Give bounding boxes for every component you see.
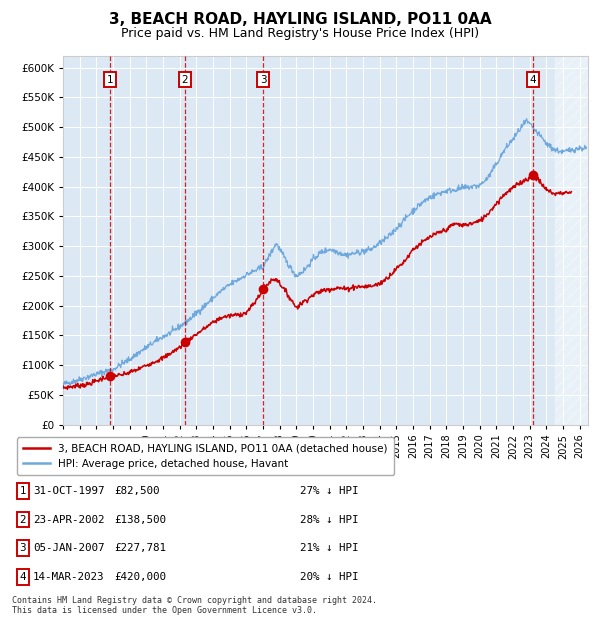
Text: 27% ↓ HPI: 27% ↓ HPI: [300, 486, 359, 496]
Text: £227,781: £227,781: [114, 543, 166, 553]
Text: £420,000: £420,000: [114, 572, 166, 582]
Text: 31-OCT-1997: 31-OCT-1997: [33, 486, 104, 496]
Text: 1: 1: [19, 486, 26, 496]
Text: 14-MAR-2023: 14-MAR-2023: [33, 572, 104, 582]
Text: 23-APR-2002: 23-APR-2002: [33, 515, 104, 525]
Text: Contains HM Land Registry data © Crown copyright and database right 2024.: Contains HM Land Registry data © Crown c…: [12, 596, 377, 605]
Text: 2: 2: [182, 74, 188, 84]
Text: 20% ↓ HPI: 20% ↓ HPI: [300, 572, 359, 582]
Text: £82,500: £82,500: [114, 486, 160, 496]
Legend: 3, BEACH ROAD, HAYLING ISLAND, PO11 0AA (detached house), HPI: Average price, de: 3, BEACH ROAD, HAYLING ISLAND, PO11 0AA …: [17, 438, 394, 475]
Text: 1: 1: [107, 74, 113, 84]
Text: 21% ↓ HPI: 21% ↓ HPI: [300, 543, 359, 553]
Bar: [554, 56, 588, 425]
Text: This data is licensed under the Open Government Licence v3.0.: This data is licensed under the Open Gov…: [12, 606, 317, 615]
Text: £138,500: £138,500: [114, 515, 166, 525]
Text: 3: 3: [19, 543, 26, 553]
Text: 4: 4: [19, 572, 26, 582]
Text: 05-JAN-2007: 05-JAN-2007: [33, 543, 104, 553]
Text: 3, BEACH ROAD, HAYLING ISLAND, PO11 0AA: 3, BEACH ROAD, HAYLING ISLAND, PO11 0AA: [109, 12, 491, 27]
Text: Price paid vs. HM Land Registry's House Price Index (HPI): Price paid vs. HM Land Registry's House …: [121, 27, 479, 40]
Text: 2: 2: [19, 515, 26, 525]
Text: 28% ↓ HPI: 28% ↓ HPI: [300, 515, 359, 525]
Text: 3: 3: [260, 74, 266, 84]
Text: 4: 4: [530, 74, 536, 84]
